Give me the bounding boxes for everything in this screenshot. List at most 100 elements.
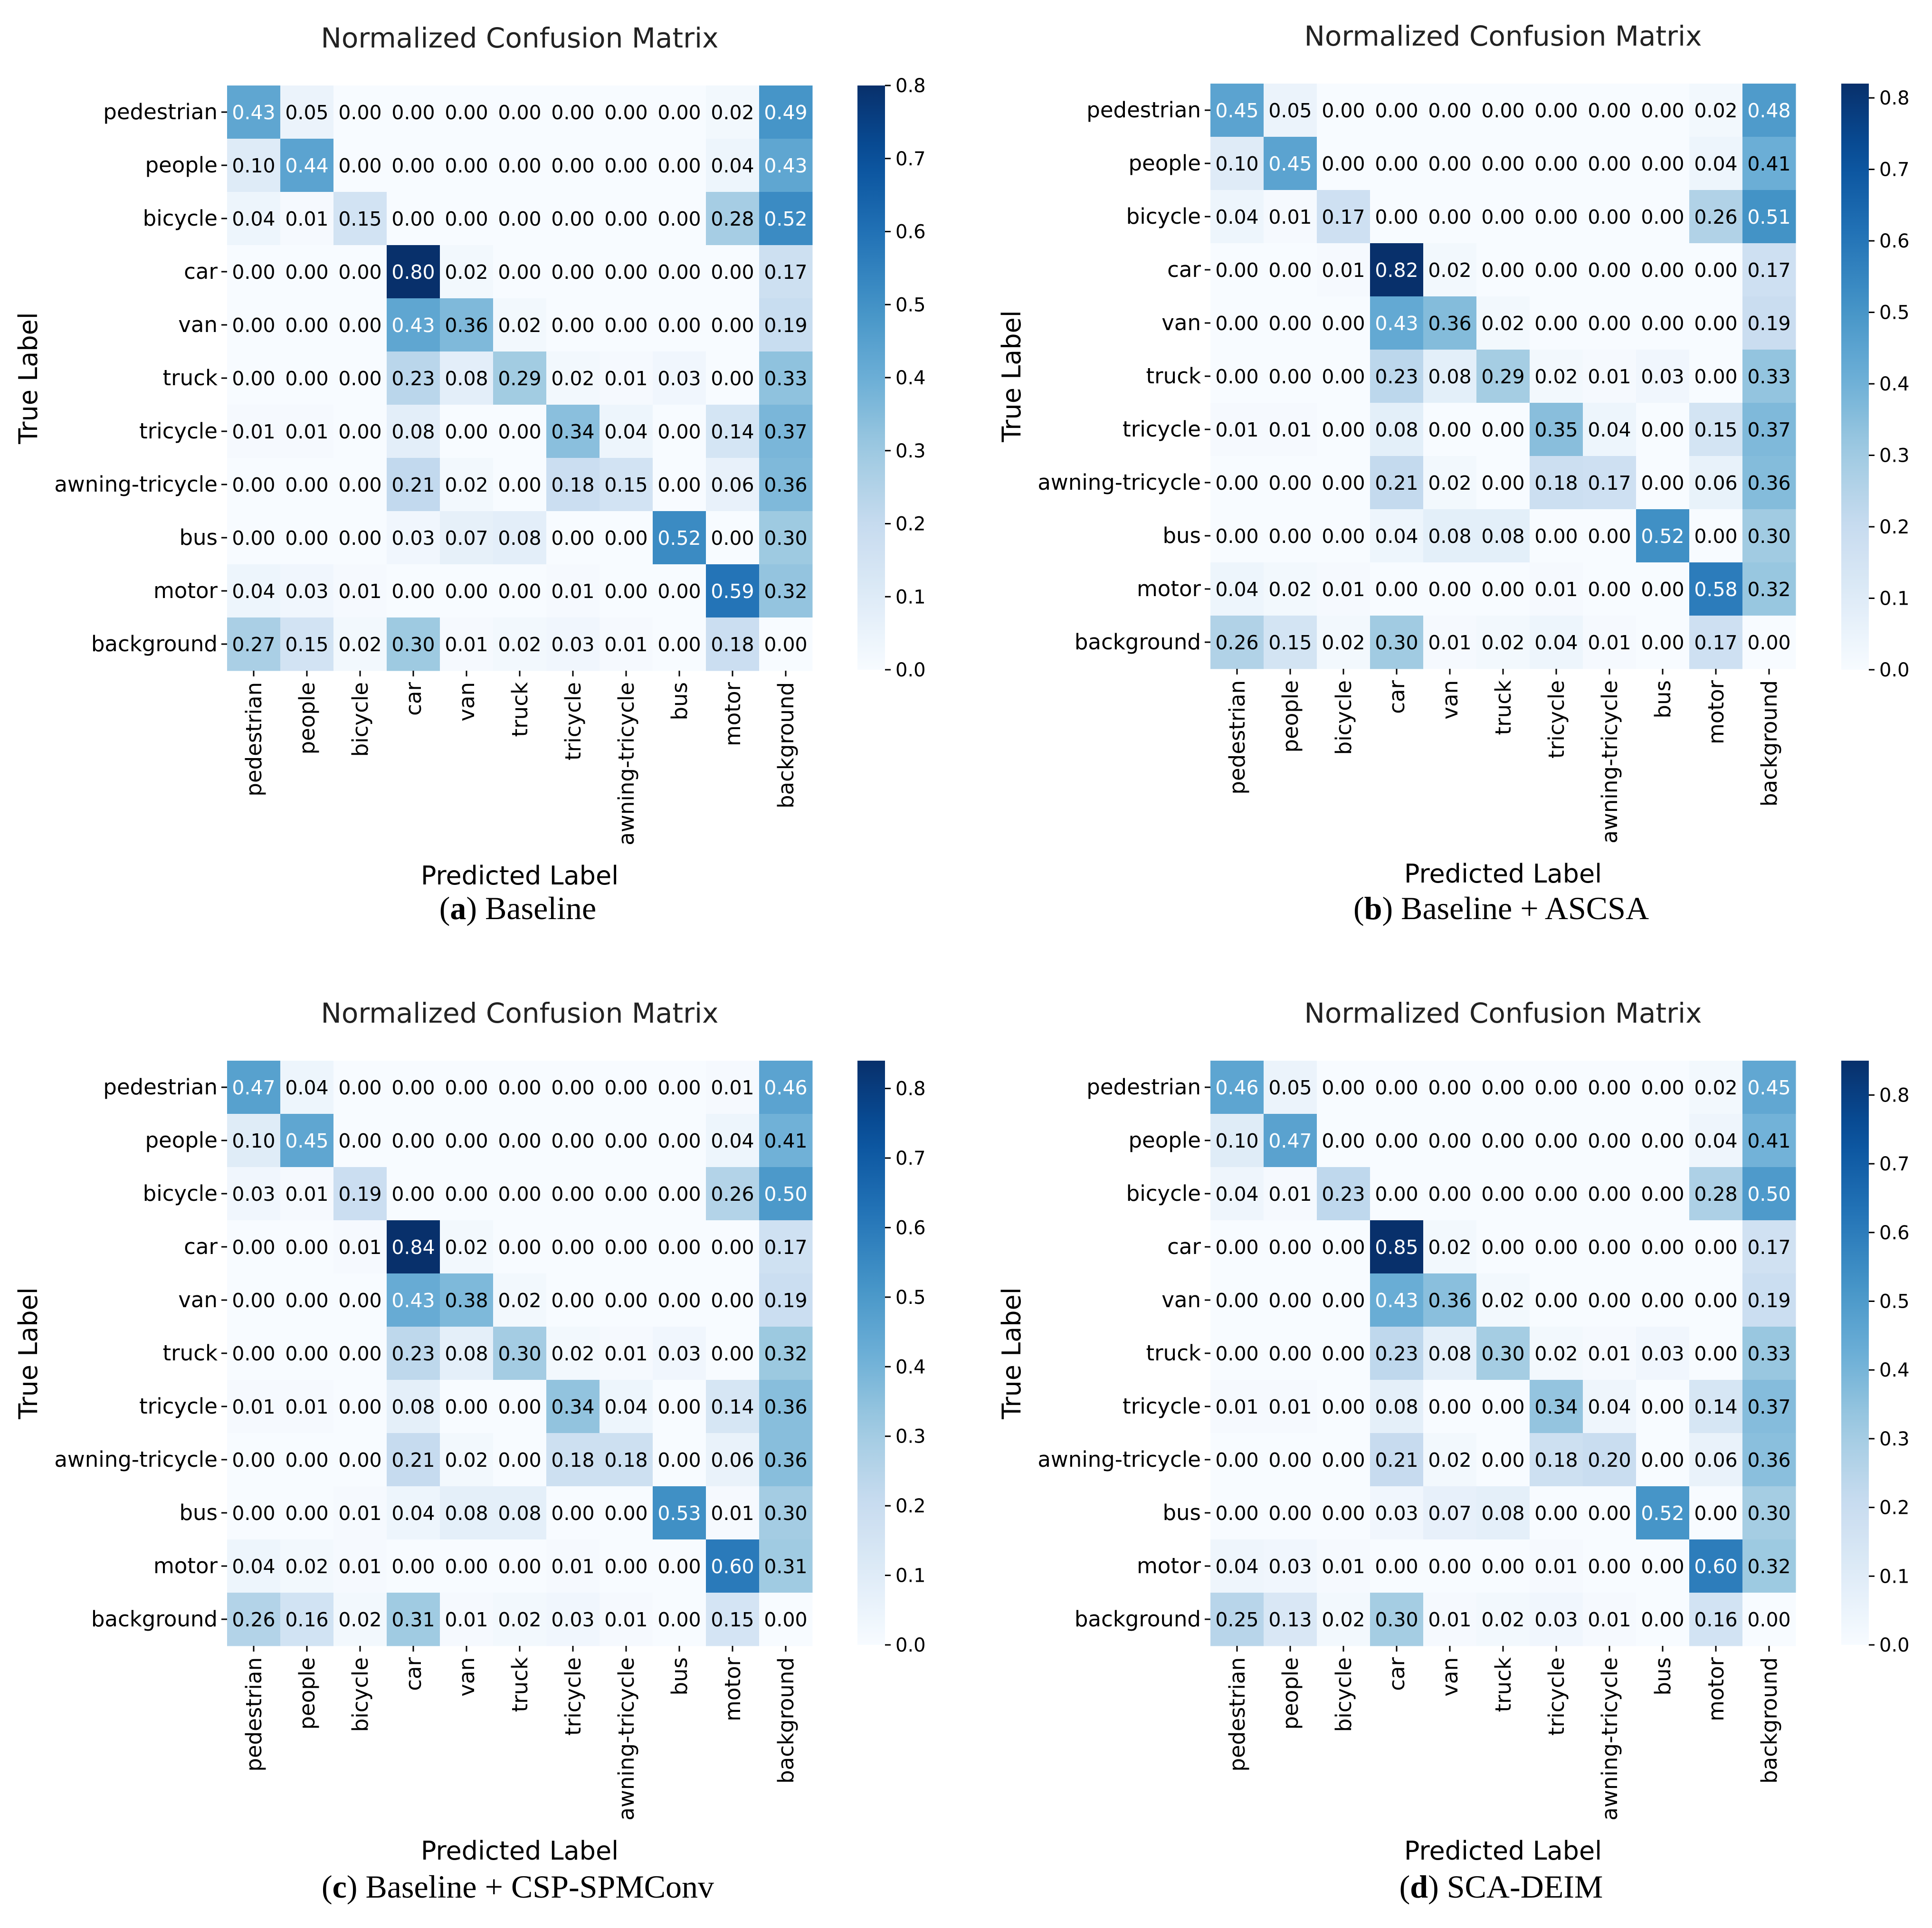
heatmap-cell — [1742, 509, 1796, 563]
heatmap-cell — [1264, 84, 1317, 137]
heatmap-cell — [546, 298, 600, 352]
cell-value-label: 0.36 — [1428, 1289, 1471, 1312]
heatmap-cell — [1583, 1433, 1637, 1487]
x-tick-label: awning-tricycle — [614, 1657, 639, 1821]
cell-value-label: 0.02 — [498, 1289, 541, 1312]
heatmap-cell — [1264, 296, 1317, 350]
x-tick-label: pedestrian — [241, 682, 266, 797]
cell-value-label: 0.00 — [498, 208, 541, 230]
heatmap-cell — [493, 617, 547, 671]
y-tick-label: bus — [1162, 523, 1201, 548]
cell-value-label: 0.02 — [445, 1449, 488, 1472]
heatmap-cell — [706, 139, 760, 192]
cell-value-label: 0.21 — [391, 1449, 435, 1472]
x-axis-label: Predicted Label — [421, 1836, 619, 1866]
cell-value-label: 0.00 — [1641, 1555, 1684, 1578]
heatmap-cell — [1689, 456, 1743, 510]
cell-value-label: 0.00 — [1481, 1449, 1524, 1472]
heatmap-cell — [1476, 509, 1530, 563]
heatmap-cell — [1689, 1486, 1743, 1540]
cell-value-label: 0.00 — [1215, 1342, 1258, 1365]
cell-value-label: 0.08 — [498, 527, 541, 550]
x-tick-label: awning-tricycle — [614, 682, 639, 845]
y-tick-label: pedestrian — [103, 99, 218, 124]
cell-value-label: 0.15 — [711, 1608, 754, 1631]
cell-value-label: 0.00 — [498, 420, 541, 443]
x-tick-label: truck — [1491, 1657, 1516, 1712]
heatmap-cell — [333, 298, 387, 352]
heatmap-cell — [1317, 1593, 1370, 1646]
colorbar-tick-label: 0.4 — [895, 367, 926, 389]
heatmap-cell — [280, 1220, 334, 1274]
cell-value-label: 0.85 — [1375, 1236, 1418, 1259]
cell-value-label: 0.38 — [445, 1289, 488, 1312]
heatmap-cell — [1636, 1061, 1690, 1114]
y-tick-label: truck — [1146, 363, 1201, 389]
colorbar-tick-label: 0.2 — [1879, 1497, 1910, 1519]
cell-value-label: 0.00 — [498, 1130, 541, 1152]
cell-value-label: 0.00 — [1534, 1236, 1578, 1259]
heatmap-cell — [440, 298, 494, 352]
heatmap-cell — [1210, 562, 1264, 616]
cell-value-label: 0.00 — [551, 1130, 594, 1152]
heatmap-cell — [1370, 1273, 1424, 1327]
heatmap-cell — [759, 1220, 813, 1274]
heatmap-cell — [1636, 1167, 1690, 1221]
cell-value-label: 0.08 — [1428, 1342, 1471, 1365]
cell-value-label: 0.02 — [445, 1236, 488, 1259]
heatmap-cell — [1742, 1380, 1796, 1434]
heatmap-cell — [440, 511, 494, 565]
heatmap-cell — [387, 405, 440, 458]
cell-value-label: 0.00 — [657, 1076, 701, 1099]
cell-value-label: 0.01 — [1588, 1342, 1631, 1365]
cell-value-label: 0.00 — [1428, 418, 1471, 441]
heatmap-cell — [1423, 1593, 1477, 1646]
heatmap-cell — [1689, 1593, 1743, 1646]
cell-value-label: 0.03 — [551, 633, 594, 656]
heatmap-cell — [440, 564, 494, 618]
cell-value-label: 0.00 — [1694, 259, 1737, 282]
cell-value-label: 0.00 — [1322, 525, 1365, 548]
x-tick-label: tricycle — [561, 682, 586, 760]
heatmap-cell — [1210, 509, 1264, 563]
heatmap-cell — [653, 192, 706, 246]
heatmap-cell — [1476, 190, 1530, 244]
cell-value-label: 0.00 — [1428, 578, 1471, 601]
cell-value-label: 0.33 — [764, 367, 807, 390]
heatmap-cell — [1264, 1380, 1317, 1434]
heatmap-cell — [1370, 137, 1424, 190]
heatmap-cell — [280, 1380, 334, 1434]
heatmap-cell — [653, 1220, 706, 1274]
caption-text: Baseline + ASCSA — [1393, 890, 1649, 926]
cell-value-label: 0.00 — [604, 1236, 647, 1259]
cell-value-label: 0.00 — [1481, 1130, 1524, 1152]
cell-value-label: 0.01 — [1215, 1396, 1258, 1418]
heatmap-cell — [227, 1433, 281, 1487]
colorbar-tick-label: 0.2 — [895, 513, 926, 535]
x-axis-label: Predicted Label — [1404, 1836, 1602, 1866]
cell-value-label: 0.19 — [1747, 1289, 1790, 1312]
heatmap-cell — [1264, 1539, 1317, 1593]
cell-value-label: 0.05 — [1268, 99, 1312, 122]
cell-value-label: 0.00 — [445, 420, 488, 443]
cell-value-label: 0.00 — [1694, 1502, 1737, 1525]
cell-value-label: 0.00 — [1588, 578, 1631, 601]
heatmap-cell — [387, 1061, 440, 1114]
y-tick-label: car — [1167, 1234, 1201, 1259]
heatmap-cell — [1423, 1273, 1477, 1327]
heatmap-cell — [653, 1114, 706, 1168]
y-tick-label: motor — [1137, 576, 1201, 601]
heatmap-cell — [546, 617, 600, 671]
cell-value-label: 0.01 — [445, 633, 488, 656]
cell-value-label: 0.00 — [1534, 525, 1578, 548]
heatmap-cell — [493, 405, 547, 458]
cell-value-label: 0.01 — [1268, 1183, 1312, 1206]
cell-value-label: 0.00 — [657, 1236, 701, 1259]
caption-letter: d — [1410, 1869, 1428, 1905]
heatmap-cell — [1742, 616, 1796, 669]
cell-value-label: 0.00 — [604, 261, 647, 284]
x-tick-label: tricycle — [1544, 680, 1569, 759]
cell-value-label: 0.00 — [1428, 1396, 1471, 1418]
heatmap-cell — [759, 458, 813, 512]
heatmap-cell — [706, 1539, 760, 1593]
